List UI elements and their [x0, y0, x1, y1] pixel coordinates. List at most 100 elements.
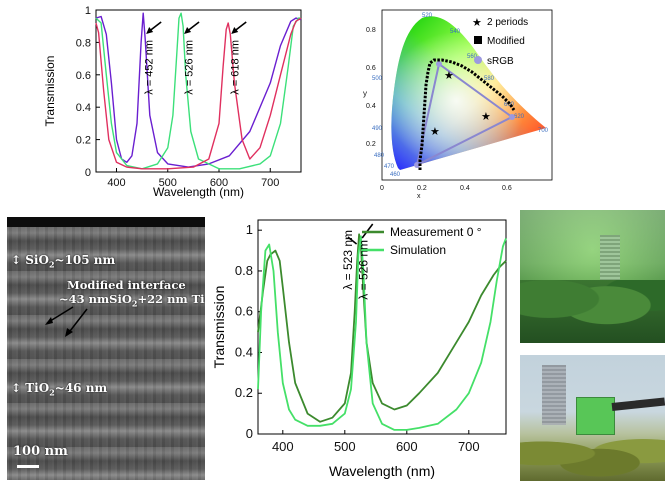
figure-a-xlabel: Wavelength (nm): [153, 185, 244, 199]
sem-label-tio2: ↕ TiO2~46 nm: [11, 381, 107, 397]
series-line-2: [95, 12, 301, 170]
wl-700: 700: [538, 128, 549, 134]
modified-curve: [418, 58, 516, 170]
photo-building-2: [542, 365, 566, 425]
sem-arrow-2-head-icon: [65, 328, 73, 337]
x-tick-label: 400: [272, 439, 294, 454]
series-line-2: [257, 235, 507, 431]
wl-580: 580: [484, 76, 495, 82]
photo-sample-in-tweezers: [520, 355, 665, 481]
cie-legend: ★ 2 periods Modified sRGB: [472, 17, 528, 67]
cie-white-point: [391, 16, 546, 171]
x-tick-label: 600: [396, 439, 418, 454]
sem-layers: [7, 227, 205, 480]
sem-tio2-sub: 2: [49, 387, 55, 398]
sem-arrow-1-head-icon: [45, 317, 53, 325]
figure-c-legend-label-1: Measurement 0 °: [390, 225, 482, 239]
x-tick-label: 400: [107, 177, 125, 189]
photo-trees: [520, 280, 665, 343]
sem-tio2-arrow-icon: ↕: [11, 381, 22, 395]
y-tick-label: 0.6: [76, 70, 91, 82]
y-tick-label: 0.8: [76, 37, 91, 49]
sem-interface-sub1: 2: [131, 298, 138, 309]
figure-c-xlabel: Wavelength (nm): [329, 463, 435, 479]
wl-470: 470: [384, 164, 395, 170]
srgb-triangle: [415, 62, 514, 167]
figure-a-transmission-chart: 400 500 600 700 0 0.2 0.4 0.6 0.8 1 Wavelength (nm…: [40, 0, 310, 200]
cie-wavelength-labels: 520 540 560 500 580 600 620 700 490 480 …: [372, 13, 549, 178]
legend-star-icon: ★: [472, 17, 482, 29]
srgb-vertex-green: [436, 61, 442, 67]
wl-500: 500: [372, 76, 383, 82]
sem-tio2-formula: TiO: [25, 381, 50, 395]
sem-interface-line1: Modified interface: [67, 278, 186, 292]
legend-square-icon: [474, 36, 482, 44]
sem-label-interface-values: ~43 nmSiO2+22 nm TiO2: [59, 292, 205, 310]
figure-c-ylabel: Transmission: [212, 286, 227, 369]
y-tick-label: 0: [246, 426, 253, 441]
wl-460: 460: [390, 172, 401, 178]
tick-x-04: 0.4: [460, 185, 470, 192]
sem-label-interface: Modified interface: [67, 278, 186, 292]
figure-a-svg: 400 500 600 700 0 0.2 0.4 0.6 0.8 1 Wavelength (nm…: [43, 5, 302, 199]
figure-c-legend-label-2: Simulation: [390, 243, 446, 257]
wl-520: 520: [422, 13, 433, 19]
photo-foliage: [520, 435, 665, 481]
sem-cross-section-image: ↕ SiO2~105 nm Modified interface ~43 nmS…: [7, 217, 205, 480]
series-line-1: [95, 12, 302, 168]
figure-c-arrow-icon-2: [347, 236, 358, 245]
photo-tweezers: [611, 397, 665, 411]
sem-sio2-formula: SiO: [25, 253, 49, 267]
tick-y-08: 0.8: [366, 27, 376, 34]
figure-a-annotation-3: λ = 618 nm: [229, 40, 241, 95]
legend-2-periods: 2 periods: [487, 17, 528, 28]
sem-interface-tio2: +22 nm TiO: [137, 292, 205, 306]
legend-circle-icon: [474, 56, 482, 64]
y-tick-label: 1: [246, 222, 253, 237]
series-line-3: [95, 17, 302, 170]
sem-sio2-value: ~105 nm: [54, 253, 116, 267]
figure-b-cie-diagram: 520 540 560 500 580 600 620 700 490 480 …: [362, 0, 562, 200]
wl-600: 600: [504, 102, 515, 108]
figure-a-arrowhead-icon-2: [184, 27, 192, 34]
x-tick-label: 500: [159, 177, 177, 189]
sem-scale-label: 100 nm: [13, 444, 68, 459]
figure-c-annotation-1: λ = 523 nm: [341, 230, 355, 290]
figure-a-arrowhead-icon-1: [146, 27, 154, 34]
photo-green-tinted-view: [520, 210, 665, 343]
figure-c-annotation-2: λ = 526 nm: [357, 240, 371, 300]
figure-c-svg: 400 500 600 700 0 0.2 0.4 0.6 0.8 1 Wavelength (nm…: [212, 219, 507, 479]
x-tick-label: 700: [458, 439, 480, 454]
sem-interface-sio2: ~43 nmSiO: [59, 292, 132, 306]
cie-ylabel: y: [363, 89, 367, 98]
wl-540: 540: [450, 29, 461, 35]
figure-a-annotation-1: λ = 452 nm: [143, 40, 155, 95]
sem-arrows: [45, 306, 88, 337]
wl-620: 620: [514, 114, 525, 120]
photo-green-sample: [576, 397, 615, 435]
sem-tio2-value: ~46 nm: [54, 381, 108, 395]
x-tick-label: 600: [210, 177, 228, 189]
figure-a-arrowhead-icon-3: [231, 27, 239, 34]
tick-x-02: 0.2: [417, 185, 427, 192]
wl-480: 480: [374, 153, 385, 159]
sem-label-sio2: ↕ SiO2~105 nm: [11, 253, 115, 269]
y-tick-label: 1: [85, 5, 91, 17]
y-tick-label: 0.8: [235, 263, 253, 278]
x-tick-label: 700: [261, 177, 279, 189]
figure-b-svg: 520 540 560 500 580 600 620 700 490 480 …: [363, 9, 553, 200]
plot-frame: [95, 9, 302, 173]
y-tick-label: 0: [85, 167, 91, 179]
tick-x-0: 0: [380, 185, 384, 192]
y-tick-label: 0.2: [235, 385, 253, 400]
cie-xlabel: x: [417, 193, 421, 200]
series-line-1: [257, 233, 507, 423]
star-marker-2: ★: [481, 111, 491, 123]
tick-y-06: 0.6: [366, 65, 376, 72]
legend-modified: Modified: [487, 36, 525, 47]
tick-y-04: 0.4: [366, 103, 376, 110]
tick-x-06: 0.6: [502, 185, 512, 192]
sem-sio2-arrow-icon: ↕: [11, 253, 22, 267]
star-marker-1: ★: [444, 70, 454, 82]
sem-top-dark-band: [7, 217, 205, 227]
